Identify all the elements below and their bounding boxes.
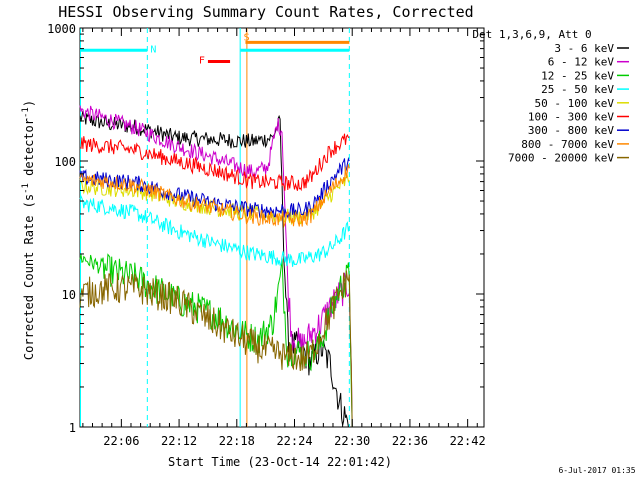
x-tick-label: 22:42 — [450, 434, 486, 448]
chart-title: HESSI Observing Summary Count Rates, Cor… — [58, 3, 473, 21]
flag-label-s: S — [244, 32, 250, 43]
legend-entry-label: 800 - 7000 keV — [521, 138, 614, 151]
flag-label-f: F — [199, 55, 205, 66]
legend-entry-label: 100 - 300 keV — [528, 111, 614, 124]
y-axis-label-sup2: -1 — [21, 107, 31, 118]
series-line-3 — [79, 194, 350, 267]
series-lines — [79, 105, 353, 428]
x-axis-label: Start Time (23-Oct-14 22:01:42) — [168, 455, 392, 469]
series-line-7 — [79, 164, 350, 229]
axis-ticks: 22:06 22:12 22:18 22:24 22:30 22:36 22:42 1000 1… — [47, 22, 486, 448]
x-tick-label: 22:36 — [392, 434, 428, 448]
series-line-1 — [79, 105, 353, 428]
vertical-markers — [79, 28, 248, 427]
y-axis-label: Corrected Count Rate (s-1 detector-1) — [21, 100, 36, 360]
y-tick-label: 1000 — [47, 22, 76, 36]
legend-entry-label: 50 - 100 keV — [535, 97, 615, 110]
series-line-8 — [79, 270, 353, 428]
generated-timestamp: 6-Jul-2017 01:35 — [558, 466, 635, 475]
x-tick-label: 22:18 — [219, 434, 255, 448]
legend-entry-label: 25 - 50 keV — [541, 83, 614, 96]
y-axis-label-main: Corrected Count Rate (s — [22, 194, 36, 360]
legend-entry-label: 12 - 25 keV — [541, 69, 614, 82]
legend-entry-label: 7000 - 20000 keV — [508, 152, 614, 165]
x-tick-label: 22:12 — [161, 434, 197, 448]
x-tick-label: 22:24 — [276, 434, 312, 448]
y-axis-label-sup1: -1 — [21, 183, 31, 194]
series-line-5 — [79, 133, 350, 192]
x-tick-label: 22:30 — [334, 434, 370, 448]
legend-entry-label: 3 - 6 keV — [554, 42, 614, 55]
y-axis-label-mid: detector — [22, 118, 36, 183]
y-tick-label: 10 — [62, 288, 76, 302]
flag-label-n: N — [150, 44, 156, 55]
legend-title: Det 1,3,6,9, Att 0 — [472, 28, 591, 41]
legend-entry-label: 300 - 800 keV — [528, 124, 614, 137]
legend-entry-label: 6 - 12 keV — [548, 56, 615, 69]
y-tick-label: 1 — [69, 421, 76, 435]
y-axis-label-end: ) — [22, 100, 36, 107]
y-tick-label: 100 — [54, 155, 76, 169]
x-tick-label: 22:06 — [103, 434, 139, 448]
observing-flags: N F S — [80, 28, 350, 427]
